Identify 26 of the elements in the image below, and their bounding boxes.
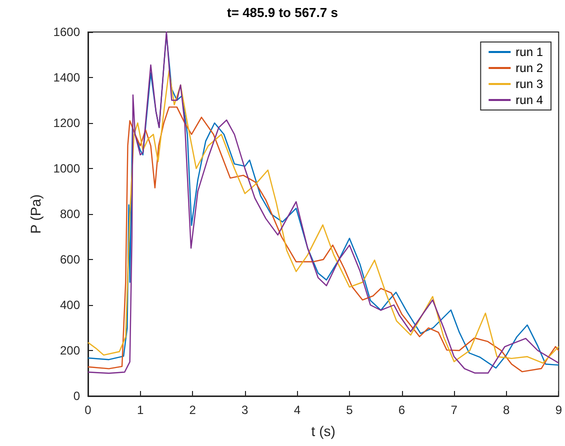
y-tick-label: 600 xyxy=(60,252,80,266)
y-tick-label: 1200 xyxy=(53,116,80,130)
y-tick-label: 400 xyxy=(60,298,80,312)
x-tick-label: 2 xyxy=(189,403,196,417)
legend-label: run 1 xyxy=(516,45,544,59)
legend-label: run 2 xyxy=(516,61,544,75)
x-tick-label: 0 xyxy=(84,403,92,417)
y-tick-label: 200 xyxy=(60,344,80,358)
y-tick-label: 0 xyxy=(73,389,80,403)
x-tick-label: 6 xyxy=(398,403,406,417)
x-axis-title: t (s) xyxy=(311,423,336,439)
legend-label: run 4 xyxy=(516,93,544,107)
y-tick-label: 800 xyxy=(60,207,80,221)
y-tick-label: 1600 xyxy=(53,25,80,39)
chart-title: t= 485.9 to 567.7 s xyxy=(227,5,338,20)
x-tick-label: 3 xyxy=(242,403,249,417)
x-tick-label: 8 xyxy=(503,403,510,417)
y-tick-label: 1400 xyxy=(53,70,80,84)
y-tick-label: 1000 xyxy=(53,162,80,176)
x-tick-label: 1 xyxy=(136,403,144,417)
x-tick-label: 7 xyxy=(450,403,458,417)
y-axis-title: P (Pa) xyxy=(27,194,44,234)
legend-label: run 3 xyxy=(516,77,544,91)
x-tick-label: 4 xyxy=(294,403,301,417)
x-tick-label: 5 xyxy=(346,403,354,417)
x-tick-label: 9 xyxy=(555,403,562,417)
